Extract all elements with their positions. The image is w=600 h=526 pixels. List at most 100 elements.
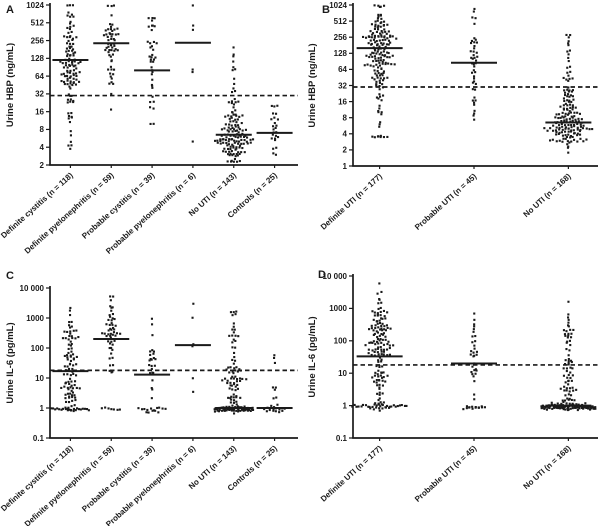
data-point xyxy=(376,373,379,376)
data-point xyxy=(381,43,384,46)
data-point xyxy=(148,359,151,362)
data-point xyxy=(378,64,381,67)
data-point xyxy=(383,325,386,328)
data-point xyxy=(377,326,380,329)
data-point xyxy=(373,311,376,314)
data-point xyxy=(238,115,241,118)
data-point xyxy=(149,122,152,125)
data-point xyxy=(567,321,570,324)
data-point xyxy=(70,320,73,323)
data-point xyxy=(74,337,77,340)
data-point xyxy=(380,403,383,406)
data-point xyxy=(564,134,567,137)
data-point xyxy=(242,408,245,411)
data-point xyxy=(191,28,194,31)
data-point xyxy=(369,53,372,56)
data-point xyxy=(112,4,115,7)
data-point xyxy=(150,66,153,69)
data-point xyxy=(475,41,478,44)
data-point xyxy=(69,355,72,358)
data-point xyxy=(114,48,117,51)
data-point xyxy=(66,83,69,86)
data-point xyxy=(151,379,154,382)
data-point xyxy=(233,82,236,85)
data-point xyxy=(224,377,227,380)
data-point xyxy=(473,369,476,372)
data-point xyxy=(564,126,567,129)
data-point xyxy=(108,323,111,326)
data-point xyxy=(112,408,115,411)
data-point xyxy=(382,371,385,374)
data-point xyxy=(371,76,374,79)
data-point xyxy=(351,405,354,408)
data-point xyxy=(563,99,566,102)
data-point xyxy=(153,364,156,367)
data-point xyxy=(374,57,377,60)
y-tick-label: 1000 xyxy=(26,314,44,323)
data-point xyxy=(272,125,275,128)
data-point xyxy=(562,367,565,370)
data-point xyxy=(72,329,75,332)
data-point xyxy=(470,42,473,45)
data-point xyxy=(565,387,568,390)
data-point xyxy=(377,135,380,138)
data-point xyxy=(376,347,379,350)
data-point xyxy=(68,321,71,324)
data-point xyxy=(105,33,108,36)
data-point xyxy=(370,324,373,327)
data-point xyxy=(110,37,113,40)
data-point xyxy=(72,72,75,75)
data-point xyxy=(226,382,229,385)
data-point xyxy=(116,27,119,30)
data-point xyxy=(592,406,595,409)
data-point xyxy=(218,409,221,412)
data-point xyxy=(555,126,558,129)
data-point xyxy=(560,406,563,409)
data-point xyxy=(234,125,237,128)
data-point xyxy=(472,50,475,53)
data-point xyxy=(67,144,70,147)
data-point xyxy=(378,383,381,386)
data-point xyxy=(378,364,381,367)
data-point xyxy=(272,147,275,150)
data-point xyxy=(564,334,567,337)
data-point xyxy=(378,334,381,337)
data-point xyxy=(110,25,113,28)
data-point xyxy=(575,403,578,406)
data-point xyxy=(225,136,228,139)
data-point xyxy=(568,402,571,405)
data-point xyxy=(71,84,74,87)
data-point xyxy=(375,96,378,99)
data-point xyxy=(376,26,379,29)
data-point xyxy=(235,400,238,403)
data-point xyxy=(569,70,572,73)
data-point xyxy=(576,111,579,114)
data-point xyxy=(108,82,111,85)
data-point xyxy=(571,89,574,92)
data-point xyxy=(374,402,377,405)
data-point xyxy=(386,135,389,138)
data-point xyxy=(74,51,77,54)
data-point xyxy=(469,50,472,53)
data-point xyxy=(68,324,71,327)
data-point xyxy=(56,407,59,410)
data-point xyxy=(569,344,572,347)
data-point xyxy=(105,335,108,338)
data-point xyxy=(562,401,565,404)
data-point xyxy=(112,326,115,329)
y-tick-label: 512 xyxy=(334,17,348,26)
data-point xyxy=(556,402,559,405)
data-point xyxy=(70,30,73,33)
data-point xyxy=(473,393,476,396)
data-point xyxy=(567,380,570,383)
data-point xyxy=(241,129,244,132)
data-point xyxy=(109,72,112,75)
data-point xyxy=(471,57,474,60)
data-point xyxy=(575,388,578,391)
y-tick-label: 100 xyxy=(334,337,348,346)
data-point xyxy=(75,72,78,75)
data-point xyxy=(61,407,64,410)
data-point xyxy=(568,49,571,52)
data-point xyxy=(370,42,373,45)
data-point xyxy=(150,364,153,367)
